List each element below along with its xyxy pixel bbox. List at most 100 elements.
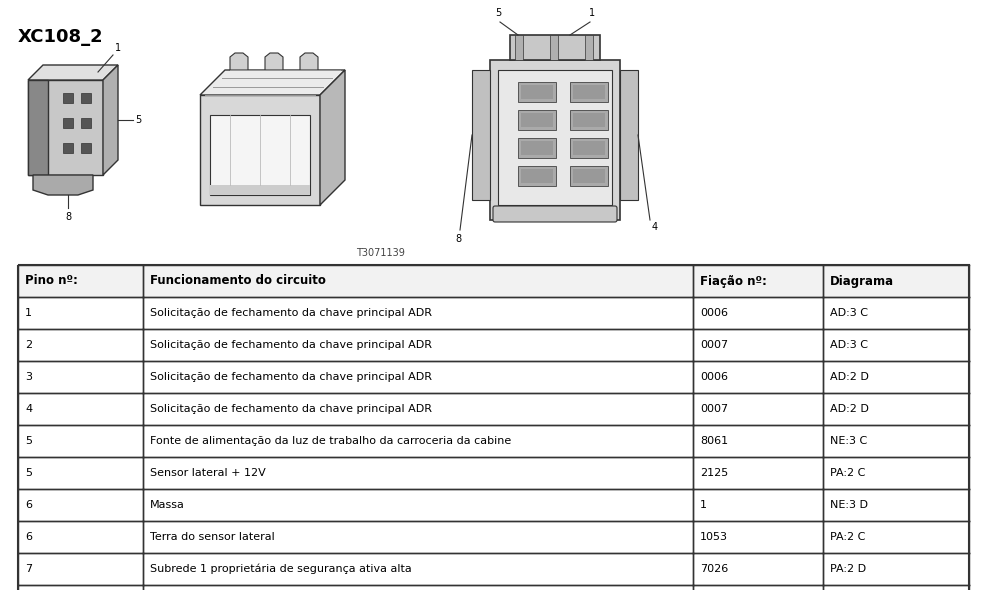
Bar xyxy=(822,265,968,297)
Polygon shape xyxy=(103,65,118,175)
Bar xyxy=(518,110,555,130)
Bar xyxy=(18,457,143,489)
Polygon shape xyxy=(210,115,310,195)
Bar xyxy=(822,489,968,521)
Bar xyxy=(521,169,552,183)
Text: 1: 1 xyxy=(115,43,121,53)
Text: 6: 6 xyxy=(25,532,32,542)
Bar xyxy=(573,113,604,127)
Bar xyxy=(143,489,692,521)
Bar xyxy=(63,93,73,103)
Bar xyxy=(822,521,968,553)
Text: Solicitação de fechamento da chave principal ADR: Solicitação de fechamento da chave princ… xyxy=(150,404,432,414)
Text: 2125: 2125 xyxy=(699,468,728,478)
Bar xyxy=(143,585,692,590)
Bar xyxy=(692,585,822,590)
Text: 7: 7 xyxy=(25,564,33,574)
Polygon shape xyxy=(28,80,48,175)
Text: Subrede 1 proprietária de segurança ativa alta: Subrede 1 proprietária de segurança ativ… xyxy=(150,564,411,574)
Bar xyxy=(18,361,143,393)
Bar xyxy=(489,60,619,220)
Bar xyxy=(692,553,822,585)
Bar xyxy=(692,265,822,297)
Bar xyxy=(498,70,611,205)
Bar xyxy=(822,393,968,425)
Bar xyxy=(570,110,607,130)
Bar xyxy=(822,457,968,489)
Text: Solicitação de fechamento da chave principal ADR: Solicitação de fechamento da chave princ… xyxy=(150,372,432,382)
Bar xyxy=(518,166,555,186)
Bar xyxy=(143,553,692,585)
Text: 1053: 1053 xyxy=(699,532,728,542)
Bar xyxy=(18,489,143,521)
Bar xyxy=(692,329,822,361)
Bar xyxy=(521,141,552,155)
Text: Diagrama: Diagrama xyxy=(829,274,893,287)
Text: PA:2 C: PA:2 C xyxy=(829,532,865,542)
Bar xyxy=(143,425,692,457)
Bar xyxy=(692,521,822,553)
Bar xyxy=(81,118,91,128)
Bar xyxy=(143,521,692,553)
Bar xyxy=(692,425,822,457)
Bar xyxy=(822,297,968,329)
Text: Solicitação de fechamento da chave principal ADR: Solicitação de fechamento da chave princ… xyxy=(150,308,432,318)
Text: 5: 5 xyxy=(25,468,32,478)
Text: T3071139: T3071139 xyxy=(355,248,404,258)
Bar xyxy=(518,82,555,102)
Text: AD:2 D: AD:2 D xyxy=(829,372,868,382)
Text: XC108_2: XC108_2 xyxy=(18,28,104,46)
Text: 1: 1 xyxy=(589,8,595,18)
Text: PA:2 D: PA:2 D xyxy=(829,564,866,574)
Bar xyxy=(570,166,607,186)
Bar xyxy=(822,329,968,361)
Bar xyxy=(822,585,968,590)
Text: 5: 5 xyxy=(494,8,501,18)
Polygon shape xyxy=(264,53,283,70)
Bar xyxy=(570,82,607,102)
Polygon shape xyxy=(319,70,345,205)
Text: NE:3 C: NE:3 C xyxy=(829,436,867,446)
Polygon shape xyxy=(28,80,103,175)
Text: 0007: 0007 xyxy=(699,404,728,414)
Bar xyxy=(692,297,822,329)
Text: Sensor lateral + 12V: Sensor lateral + 12V xyxy=(150,468,265,478)
Bar xyxy=(570,138,607,158)
Text: 4: 4 xyxy=(25,404,33,414)
Text: Funcionamento do circuito: Funcionamento do circuito xyxy=(150,274,325,287)
Text: 4: 4 xyxy=(652,222,658,232)
Bar xyxy=(81,143,91,153)
Bar xyxy=(692,361,822,393)
Text: AD:3 C: AD:3 C xyxy=(829,340,867,350)
Text: PA:2 C: PA:2 C xyxy=(829,468,865,478)
Text: 8061: 8061 xyxy=(699,436,728,446)
Text: 8: 8 xyxy=(65,212,71,222)
Text: Terra do sensor lateral: Terra do sensor lateral xyxy=(150,532,274,542)
Text: 1: 1 xyxy=(25,308,32,318)
Bar xyxy=(143,393,692,425)
Bar xyxy=(692,489,822,521)
Bar xyxy=(143,361,692,393)
Bar xyxy=(619,70,637,200)
Text: AD:2 D: AD:2 D xyxy=(829,404,868,414)
Text: 0006: 0006 xyxy=(699,372,728,382)
Polygon shape xyxy=(200,95,319,205)
Bar xyxy=(143,329,692,361)
Text: Pino nº:: Pino nº: xyxy=(25,274,78,287)
Polygon shape xyxy=(210,185,310,195)
Bar xyxy=(573,141,604,155)
Bar xyxy=(515,35,523,60)
Bar xyxy=(521,85,552,99)
Bar xyxy=(18,329,143,361)
Text: 3: 3 xyxy=(25,372,32,382)
Text: 5: 5 xyxy=(135,115,141,125)
Bar xyxy=(510,35,599,60)
Text: 2: 2 xyxy=(25,340,33,350)
Bar xyxy=(585,35,593,60)
Bar xyxy=(822,425,968,457)
Bar xyxy=(81,93,91,103)
Polygon shape xyxy=(300,53,317,70)
Text: 0007: 0007 xyxy=(699,340,728,350)
Bar xyxy=(18,265,143,297)
Bar xyxy=(573,85,604,99)
